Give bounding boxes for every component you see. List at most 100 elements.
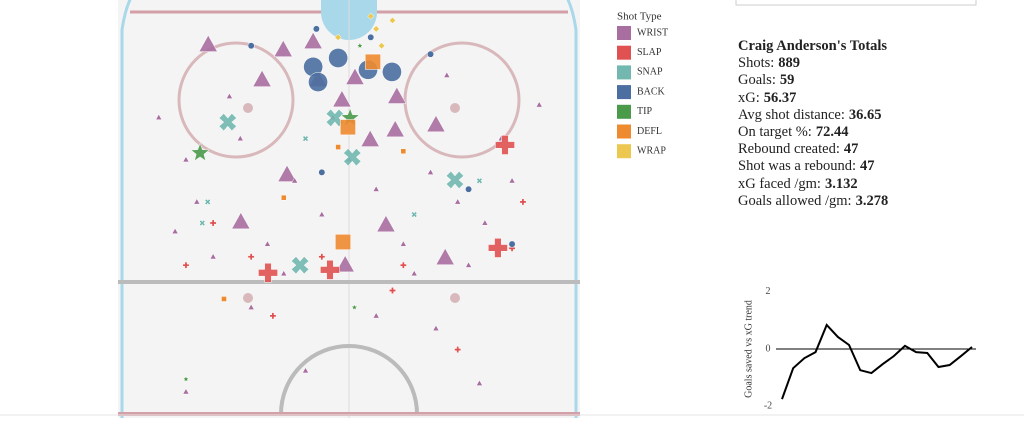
- legend-swatch: [617, 144, 631, 159]
- shot: [435, 247, 455, 265]
- search-box[interactable]: [735, 0, 977, 6]
- shot: [273, 39, 293, 57]
- stat-label: xG:: [738, 89, 760, 106]
- y-tick-label: -2: [764, 401, 772, 412]
- shot: [302, 366, 309, 374]
- shot: [198, 34, 218, 52]
- shot: [432, 324, 440, 331]
- shot: [280, 194, 287, 201]
- shot: [508, 177, 516, 184]
- shot: [320, 259, 340, 280]
- legend-swatch: [617, 85, 631, 100]
- shot: [209, 219, 217, 227]
- shot: [332, 90, 352, 108]
- shot: [475, 379, 483, 386]
- stat-label: Rebound created:: [738, 141, 840, 158]
- rink: [118, 0, 580, 418]
- shot: [481, 219, 489, 226]
- shot: [445, 170, 465, 190]
- shots: [155, 12, 543, 395]
- totals-row: xG faced /gm: 3.132: [738, 176, 888, 193]
- shot: [372, 185, 380, 192]
- shot: [264, 240, 271, 247]
- shot: [318, 253, 326, 261]
- shot: [252, 69, 272, 87]
- y-tick-label: 0: [766, 343, 771, 354]
- shot: [387, 86, 407, 104]
- faceoff-circle: [403, 41, 521, 159]
- shot: [193, 198, 201, 205]
- y-tick-label: 2: [766, 286, 771, 297]
- shot: [339, 119, 356, 136]
- legend-swatch: [617, 45, 631, 60]
- shot: [426, 114, 446, 133]
- faceoff-dot: [243, 293, 253, 303]
- shot: [508, 240, 516, 248]
- totals-row: xG: 56.37: [738, 90, 888, 107]
- shot: [277, 164, 297, 182]
- shot: [372, 312, 380, 319]
- stat-label: Avg shot distance:: [738, 106, 845, 123]
- totals-row: Shot was a rebound: 47: [738, 158, 888, 175]
- totals-panel: Craig Anderson's Totals Shots: 889 Goals: 59…: [738, 38, 888, 210]
- shot: [334, 33, 342, 41]
- shot: [376, 214, 396, 233]
- shot: [221, 296, 227, 302]
- stat-label: On target %:: [738, 124, 812, 141]
- stat-label: Shot was a rebound:: [738, 158, 856, 175]
- shot: [443, 71, 451, 78]
- faceoff-circle: [177, 41, 295, 159]
- shot: [308, 72, 328, 92]
- shot: [465, 261, 473, 268]
- shot: [198, 219, 206, 227]
- totals-row: Goals allowed /gm: 3.278: [738, 193, 888, 210]
- shot: [318, 168, 326, 176]
- shot: [519, 198, 527, 206]
- legend-swatch: [617, 124, 631, 139]
- shot: [400, 148, 407, 155]
- shot: [269, 312, 277, 320]
- faceoff-dot: [243, 103, 253, 113]
- shot: [280, 269, 288, 277]
- shot: [345, 67, 365, 85]
- stat-value: 56.37: [763, 89, 797, 106]
- shot: [378, 42, 386, 50]
- y-axis-label: Goals saved vs xG trend: [743, 300, 754, 398]
- stat-label: Shots:: [738, 55, 775, 72]
- legend-title: Shot Type: [617, 11, 662, 23]
- shot: [325, 108, 344, 127]
- totals-row: Avg shot distance: 36.65: [738, 107, 888, 124]
- shot: [389, 287, 396, 294]
- legend-label: SNAP: [637, 67, 663, 78]
- legend-label: WRIST: [637, 27, 668, 38]
- shot: [367, 12, 375, 20]
- shot: [410, 269, 418, 277]
- shot: [258, 262, 278, 283]
- shot: [535, 101, 543, 108]
- legend-label: SLAP: [637, 47, 662, 58]
- stat-value: 889: [778, 55, 801, 72]
- stat-label: xG faced /gm:: [738, 175, 821, 192]
- shot: [454, 198, 462, 205]
- stat-value: 72.44: [815, 124, 849, 141]
- shot: [356, 41, 364, 49]
- shot: [372, 25, 380, 33]
- shot: [182, 375, 190, 383]
- shot: [318, 210, 326, 218]
- shot: [399, 240, 407, 247]
- legend-swatch: [617, 26, 631, 40]
- shot: [335, 255, 355, 273]
- shot: [303, 31, 323, 49]
- shot: [209, 253, 217, 260]
- shot: [335, 144, 341, 150]
- shot: [454, 346, 462, 354]
- shot: [343, 148, 362, 167]
- legend-swatch: [617, 65, 631, 80]
- center-circle: [279, 344, 419, 415]
- stat-value: 47: [843, 141, 859, 158]
- faceoff-dot: [450, 293, 460, 303]
- shot: [399, 261, 407, 269]
- shot: [225, 92, 233, 99]
- shot: [247, 42, 255, 50]
